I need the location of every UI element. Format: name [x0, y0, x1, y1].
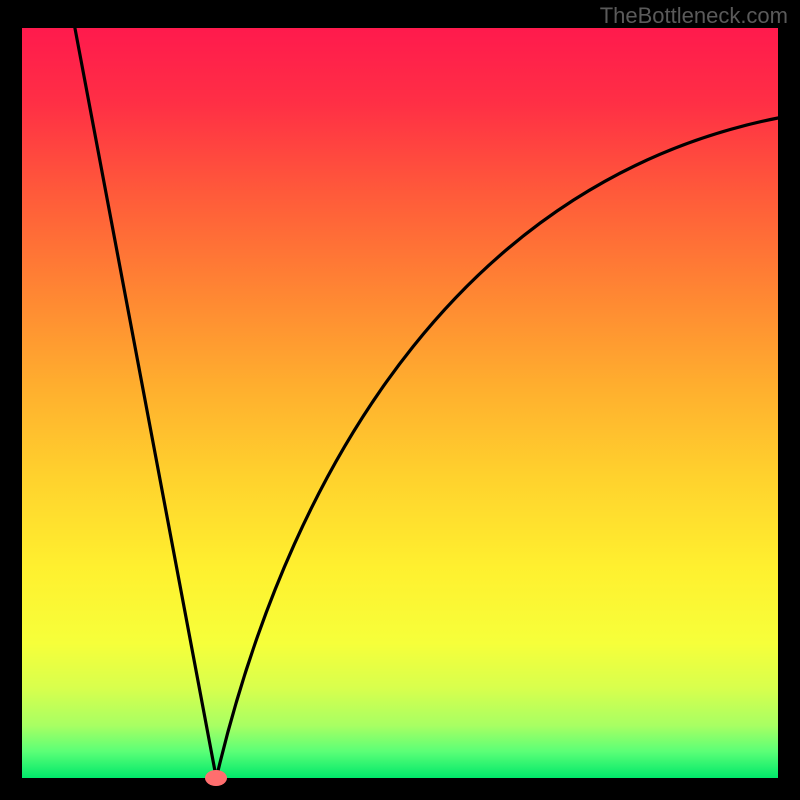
- watermark-text: TheBottleneck.com: [600, 3, 788, 29]
- curve-path: [75, 28, 778, 778]
- bottleneck-chart: [22, 28, 778, 778]
- minimum-marker: [205, 770, 227, 786]
- bottleneck-curve: [22, 28, 778, 778]
